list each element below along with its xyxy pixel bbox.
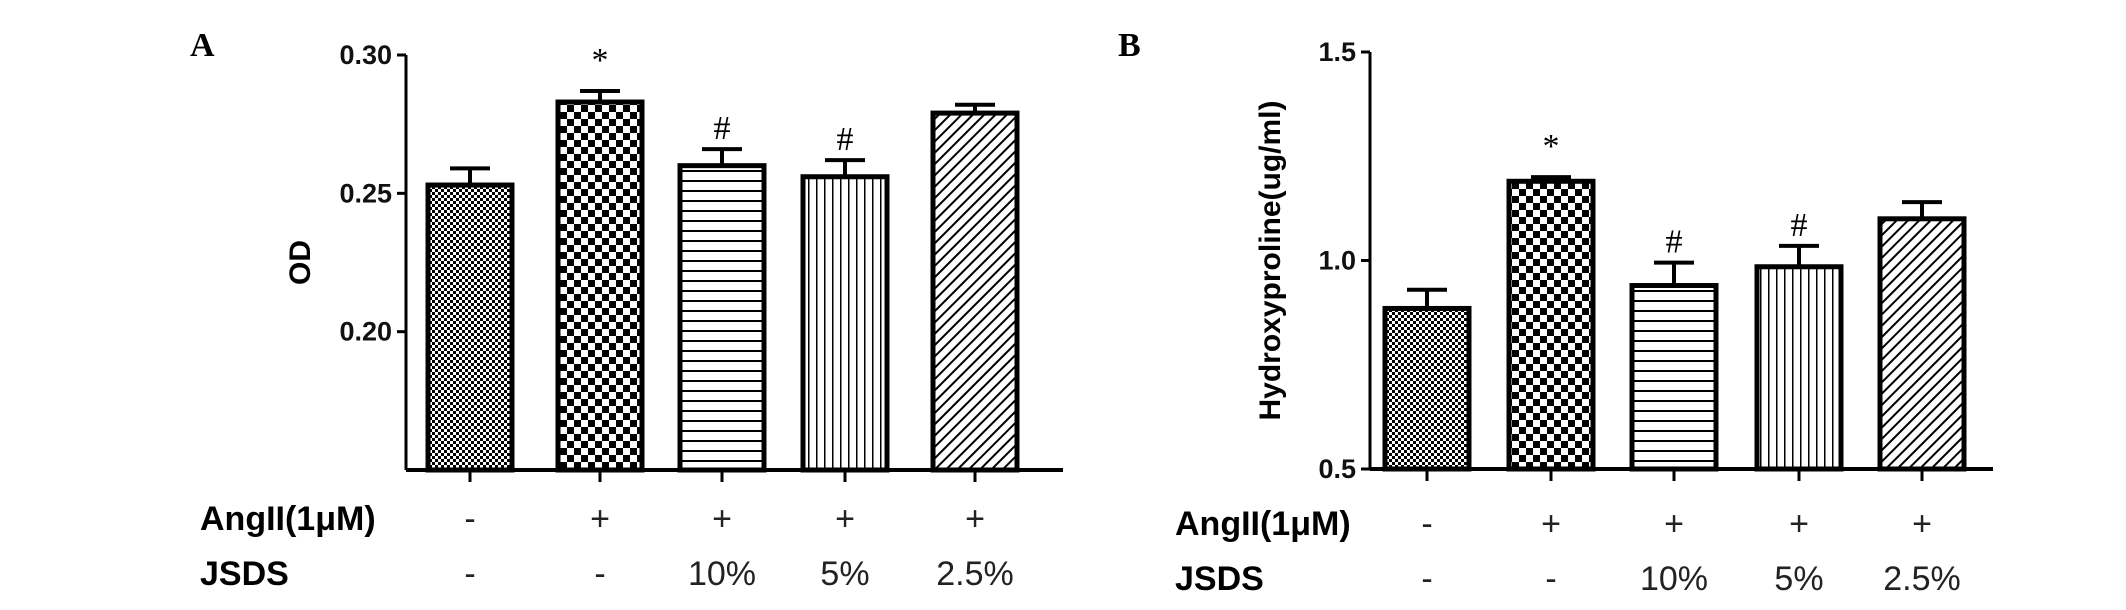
significance-mark: # xyxy=(1666,224,1683,261)
bar xyxy=(677,163,767,473)
bar xyxy=(1877,216,1967,472)
significance-mark: * xyxy=(1543,128,1560,165)
row-label-jsds: JSDS xyxy=(1175,560,1264,598)
angii-cell: + xyxy=(1541,505,1561,543)
bar xyxy=(1754,264,1844,472)
row-label-angii: AngII(1μM) xyxy=(1175,505,1351,543)
y-tick-label: 1.5 xyxy=(1318,37,1356,67)
jsds-cell: - xyxy=(594,555,605,593)
jsds-cell: - xyxy=(1421,560,1432,598)
panel-label: A xyxy=(190,27,215,64)
jsds-cell: - xyxy=(1545,560,1556,598)
angii-cell: - xyxy=(1421,505,1432,543)
angii-cell: + xyxy=(965,500,985,538)
y-tick-label: 0.5 xyxy=(1318,454,1356,484)
bar xyxy=(555,99,645,473)
significance-mark: * xyxy=(592,42,609,79)
bar xyxy=(1506,178,1596,472)
y-axis-label: OD xyxy=(284,240,317,285)
angii-cell: + xyxy=(1664,505,1684,543)
panel-label: B xyxy=(1118,27,1141,64)
angii-cell: + xyxy=(835,500,855,538)
bar xyxy=(425,182,515,473)
jsds-cell: 5% xyxy=(1774,560,1823,598)
angii-cell: + xyxy=(590,500,610,538)
y-tick-label: 0.30 xyxy=(339,40,392,70)
y-tick-label: 1.0 xyxy=(1318,246,1356,276)
y-tick-label: 0.20 xyxy=(339,317,392,347)
bar xyxy=(800,174,890,473)
significance-mark: # xyxy=(837,121,854,158)
row-label-jsds: JSDS xyxy=(200,555,289,593)
row-label-angii: AngII(1μM) xyxy=(200,500,376,538)
angii-cell: - xyxy=(464,500,475,538)
angii-cell: + xyxy=(712,500,732,538)
significance-mark: # xyxy=(1791,207,1808,244)
bar xyxy=(1629,283,1719,472)
y-tick-label: 0.25 xyxy=(339,178,392,208)
angii-cell: + xyxy=(1789,505,1809,543)
jsds-cell: 2.5% xyxy=(1883,560,1961,598)
bar xyxy=(1382,305,1472,472)
angii-cell: + xyxy=(1912,505,1932,543)
jsds-cell: 5% xyxy=(820,555,869,593)
jsds-cell: 10% xyxy=(1640,560,1708,598)
significance-mark: # xyxy=(714,110,731,147)
jsds-cell: - xyxy=(464,555,475,593)
jsds-cell: 10% xyxy=(688,555,756,593)
jsds-cell: 2.5% xyxy=(936,555,1014,593)
bar xyxy=(930,110,1020,473)
y-axis-label: Hydroxyproline(ug/ml) xyxy=(1254,100,1287,420)
